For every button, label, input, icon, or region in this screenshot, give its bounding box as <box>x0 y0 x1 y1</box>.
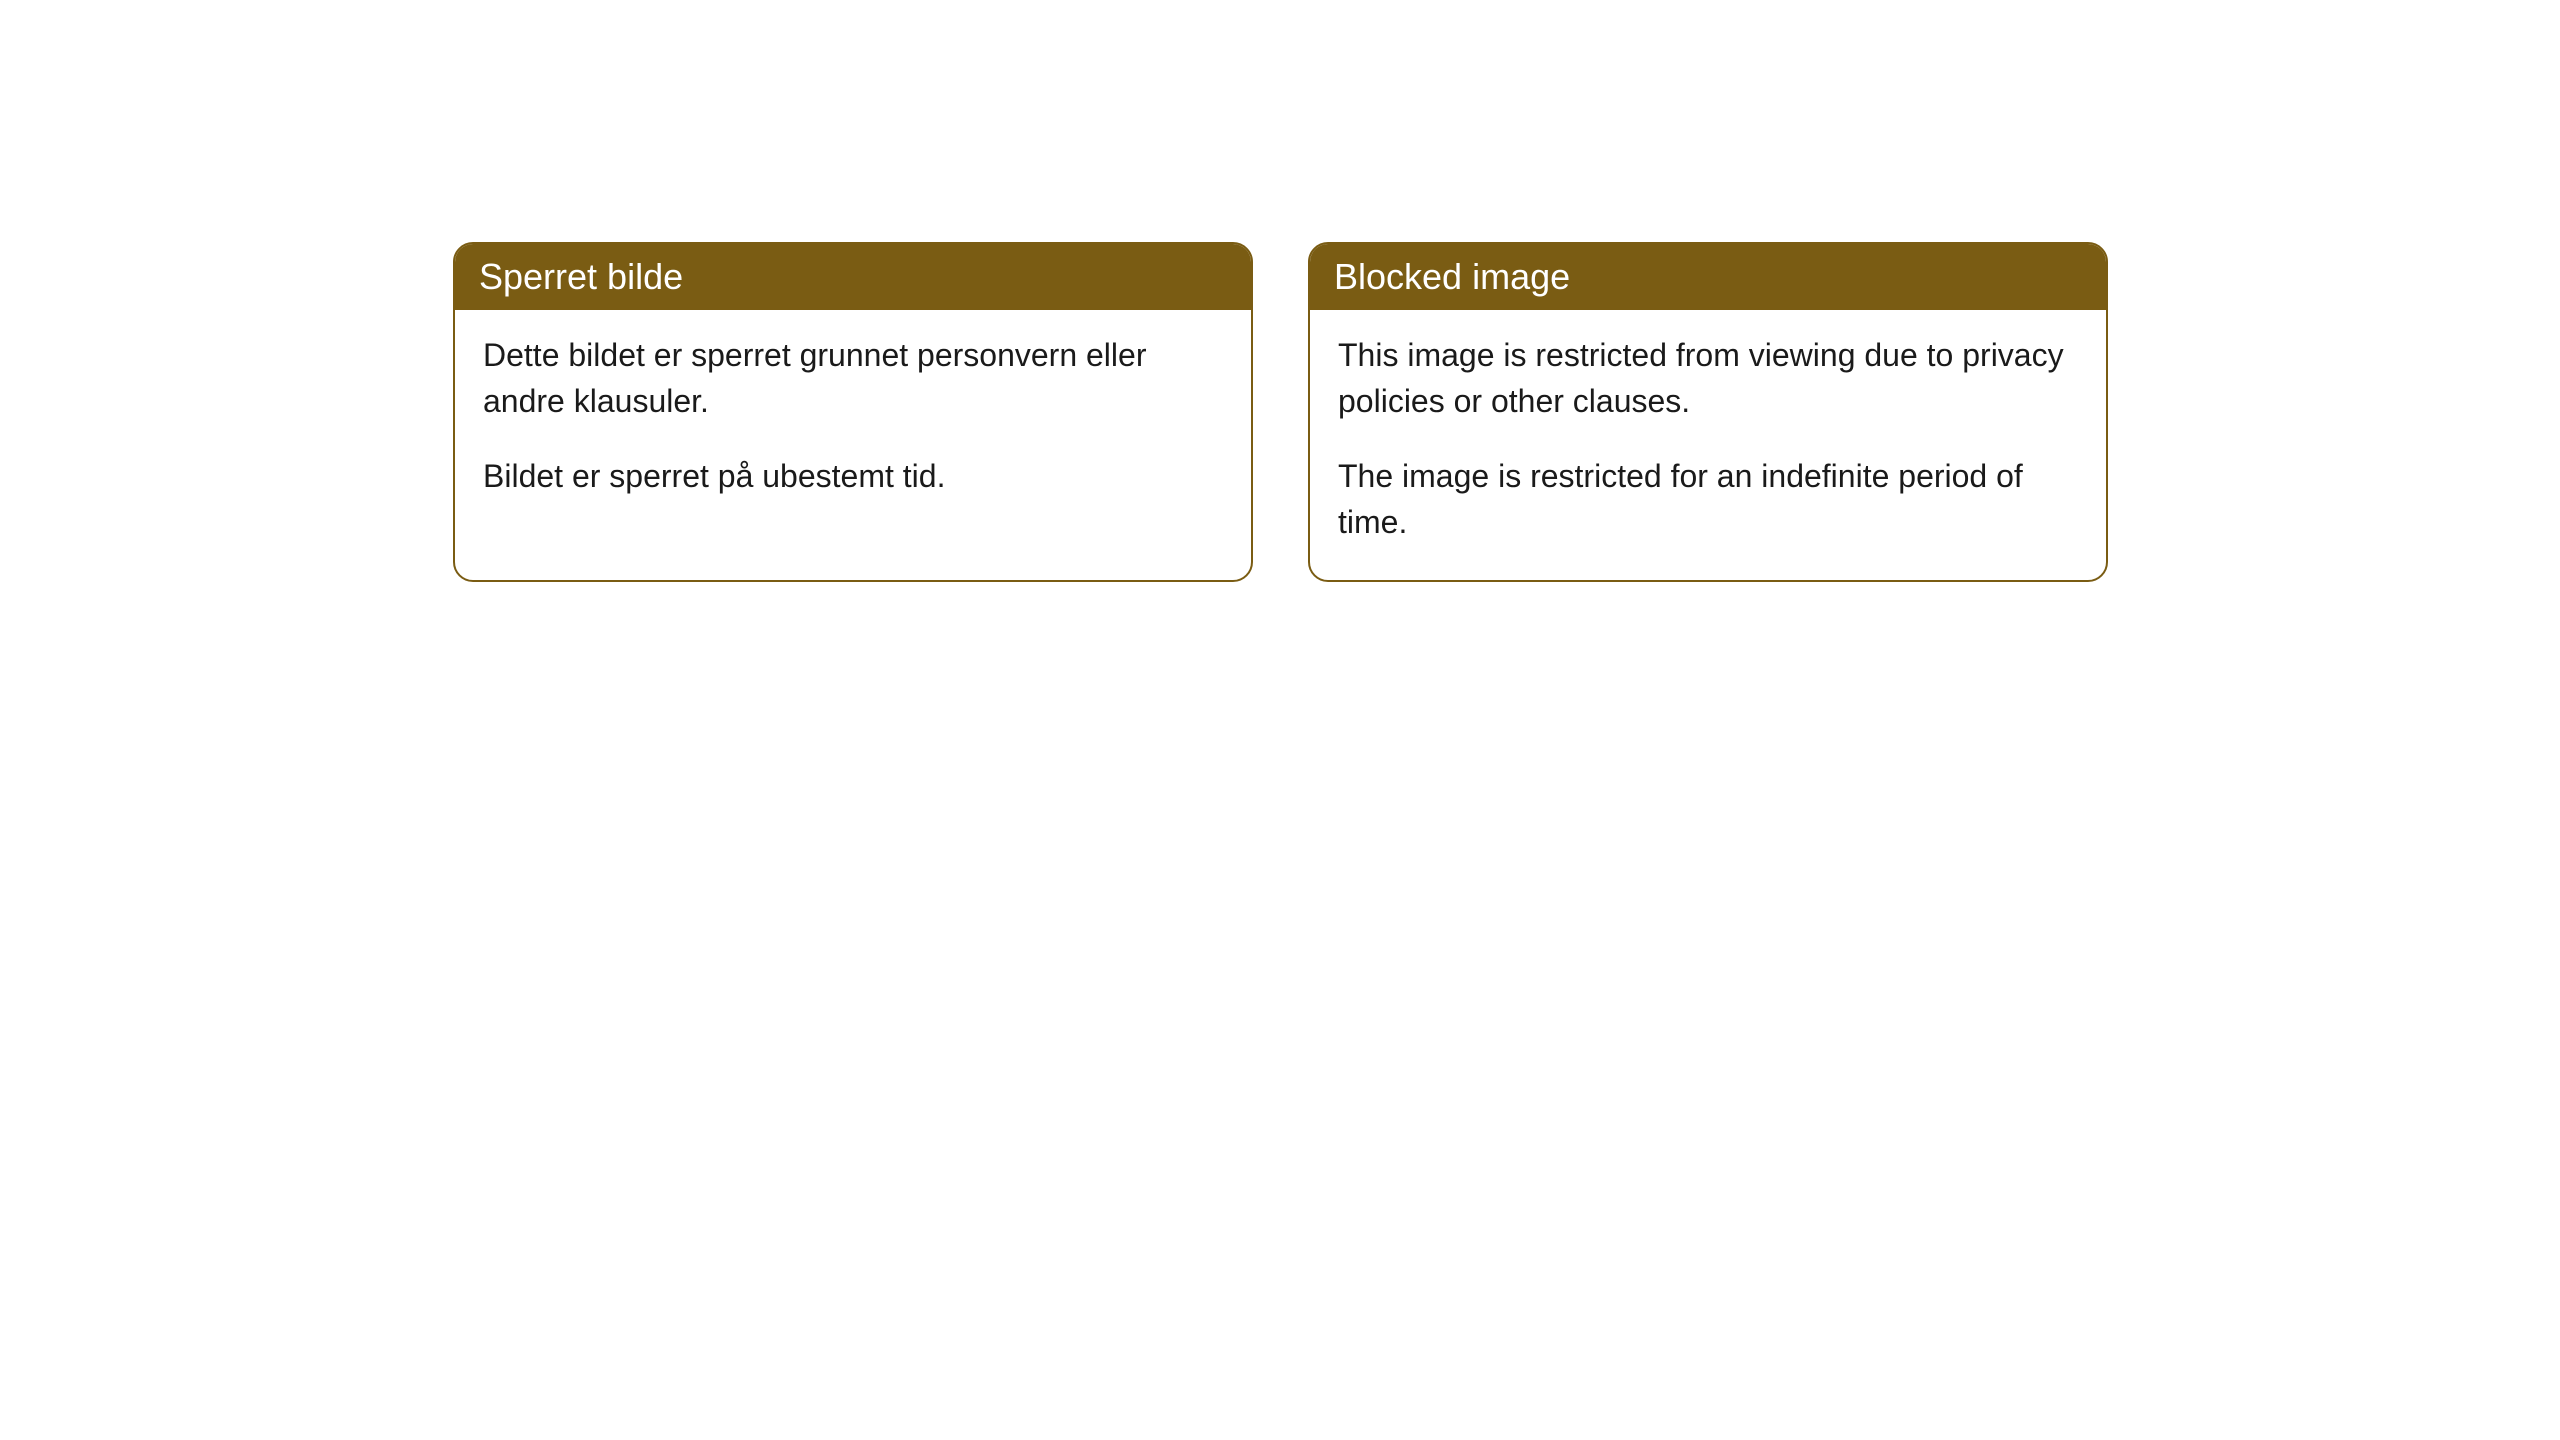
card-body-en: This image is restricted from viewing du… <box>1310 310 2106 580</box>
blocked-notice-card-no: Sperret bilde Dette bildet er sperret gr… <box>453 242 1253 582</box>
notice-text-en-2: The image is restricted for an indefinit… <box>1338 453 2078 546</box>
blocked-notice-card-en: Blocked image This image is restricted f… <box>1308 242 2108 582</box>
card-body-no: Dette bildet er sperret grunnet personve… <box>455 310 1251 533</box>
notice-text-en-1: This image is restricted from viewing du… <box>1338 332 2078 425</box>
notice-text-no-2: Bildet er sperret på ubestemt tid. <box>483 453 1223 499</box>
card-header-en: Blocked image <box>1310 244 2106 310</box>
card-header-no: Sperret bilde <box>455 244 1251 310</box>
notice-container: Sperret bilde Dette bildet er sperret gr… <box>453 242 2108 582</box>
notice-text-no-1: Dette bildet er sperret grunnet personve… <box>483 332 1223 425</box>
